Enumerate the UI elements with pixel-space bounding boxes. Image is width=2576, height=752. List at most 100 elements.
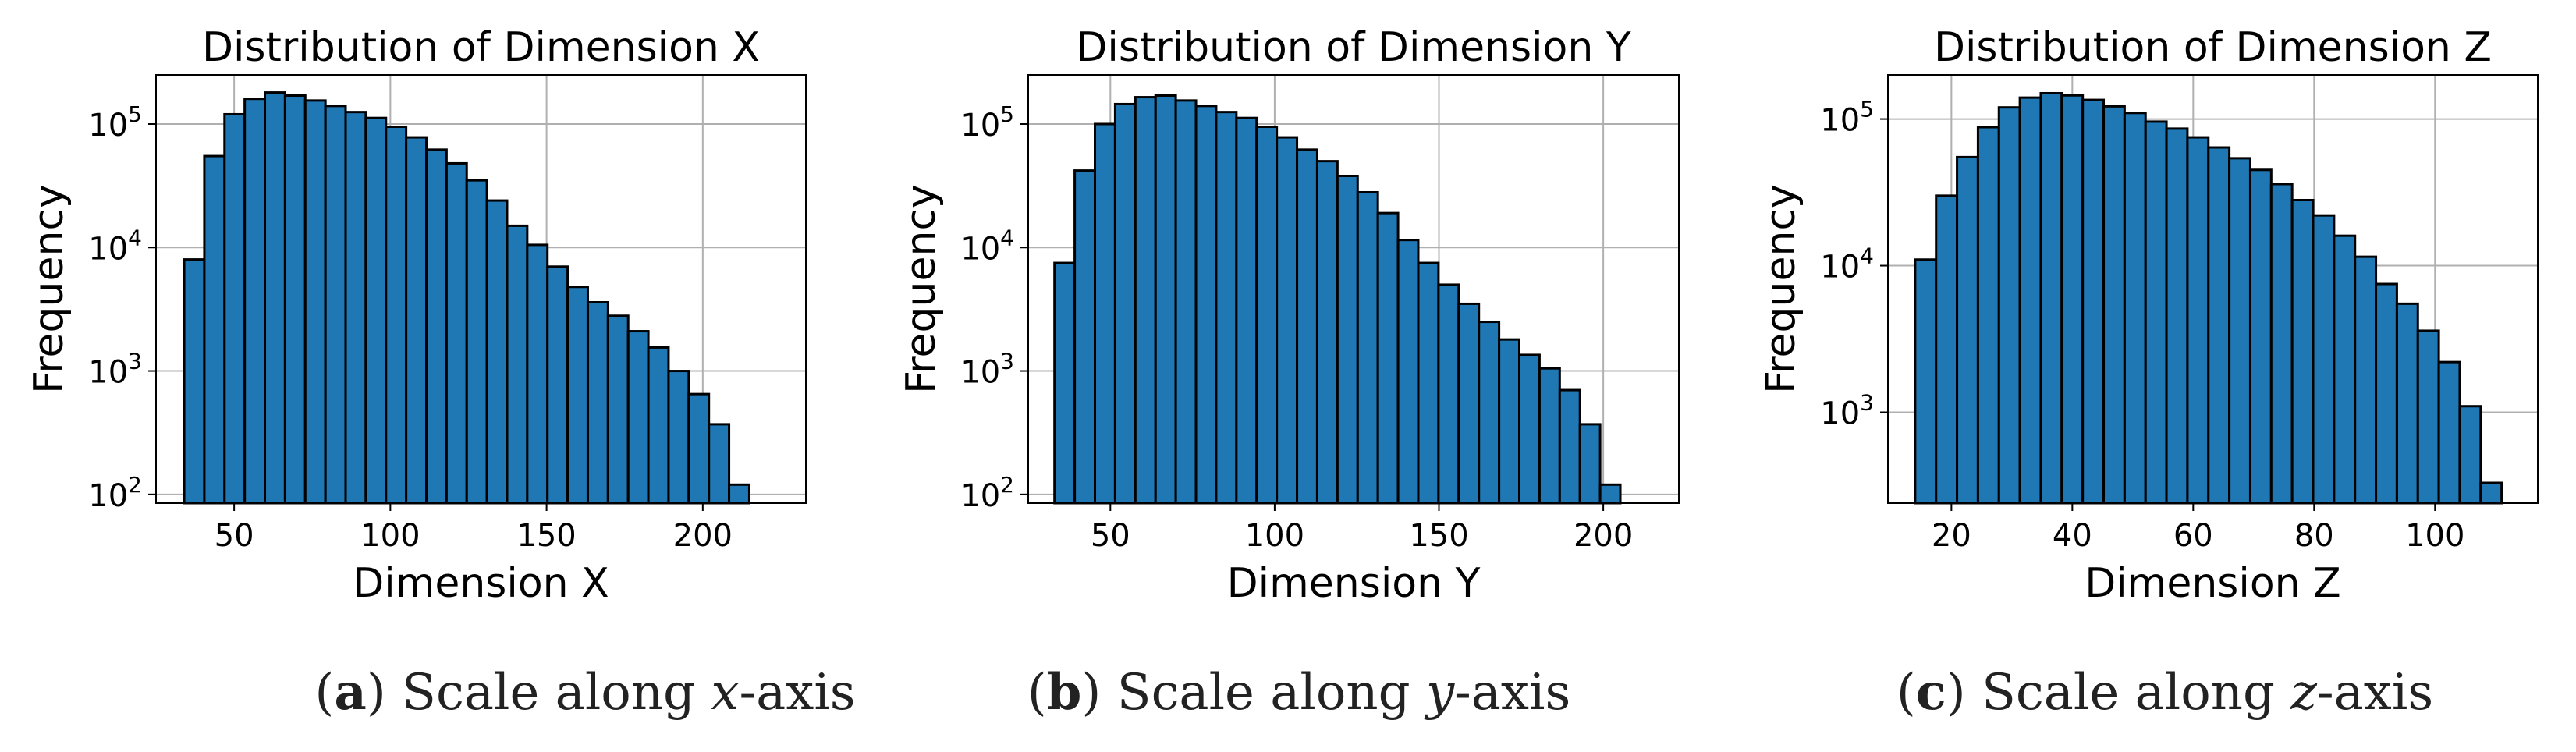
x-tick-label: 50 (1091, 518, 1130, 554)
histogram-bar (1356, 190, 1379, 505)
histogram-bar (1498, 338, 1521, 505)
histogram-bar (1276, 136, 1299, 505)
chart-title: Distribution of Dimension Y (1076, 24, 1630, 71)
caption-b: (b) Scale along y-axis (1027, 663, 1571, 722)
histogram-bar (1094, 122, 1116, 505)
x-tick-label: 100 (1245, 518, 1304, 554)
histogram-bar (1417, 261, 1440, 505)
y-tick-label: 104 (960, 225, 1014, 267)
x-tick-label: 150 (516, 518, 576, 554)
caption-b-text: Scale along (1116, 664, 1426, 722)
histogram-bar (324, 105, 347, 505)
axes-frame (1887, 74, 2539, 504)
histogram-bar (203, 154, 226, 505)
histogram-bar (1935, 194, 1959, 505)
caption-c-suffix: -axis (2317, 664, 2434, 722)
y-tick-label: 105 (88, 101, 142, 144)
histogram-bar (1478, 321, 1501, 505)
histogram-bar (424, 148, 448, 505)
y-tick-label: 102 (88, 472, 142, 514)
histogram-bar (506, 224, 529, 505)
histogram-bar (183, 258, 206, 505)
histogram-bar (283, 94, 307, 505)
histogram-bar (2165, 127, 2189, 505)
histogram-bar (445, 161, 468, 505)
x-axis-label: Dimension X (353, 560, 609, 607)
chart-panel-2: 50 100 150 200 102 103 104 105 Distribution of D… (898, 24, 1680, 607)
histogram-bar (586, 300, 609, 505)
histogram-bar (2416, 329, 2440, 505)
histogram-bar (1457, 302, 1481, 505)
histogram-bar (1113, 102, 1137, 505)
caption-a-var: x (711, 664, 740, 722)
y-tick-label: 103 (88, 349, 142, 391)
histogram-bar (1336, 174, 1359, 505)
histogram-bar (264, 91, 286, 505)
axes-frame (1027, 74, 1680, 504)
histogram-bar (1315, 160, 1339, 505)
y-tick-label: 103 (1820, 390, 1874, 432)
x-tick-label: 20 (1932, 518, 1971, 554)
caption-c-var: z (2290, 664, 2317, 722)
histogram-bar (2248, 168, 2273, 505)
y-axis-label: Frequency (898, 184, 945, 394)
histogram-bar (223, 112, 247, 505)
histogram-bar (2207, 146, 2231, 505)
x-tick-label: 50 (215, 518, 254, 554)
histogram-bar (687, 392, 711, 505)
histogram-bar (303, 99, 327, 505)
histogram-bar (1558, 388, 1581, 505)
histogram-bar (2437, 360, 2461, 505)
histogram-bar (405, 136, 428, 505)
histogram-bar (1235, 116, 1258, 505)
histogram-bar (1396, 239, 1420, 505)
histogram-bar (385, 126, 408, 505)
histogram-bar (647, 346, 670, 505)
caption-c-letter: c (1915, 663, 1946, 722)
x-tick-label: 200 (673, 518, 733, 554)
histogram-bar (364, 116, 388, 505)
y-tick-label: 105 (1820, 97, 1874, 139)
y-tick-label: 103 (960, 349, 1014, 391)
histogram-bar (2312, 214, 2336, 505)
caption-a: (a) Scale along x-axis (314, 663, 856, 722)
histogram-bar (1914, 258, 1938, 505)
histogram-bar (2333, 234, 2357, 505)
histogram-bar (526, 243, 549, 505)
histogram-bar (2269, 183, 2294, 505)
histogram-bar (606, 314, 630, 505)
y-axis-label: Frequency (26, 184, 73, 394)
histogram-bar (1578, 423, 1602, 505)
histogram-bar (728, 483, 750, 505)
histogram-bar (2018, 96, 2042, 505)
histogram-bar (708, 423, 731, 505)
caption-c: (c) Scale along z-axis (1896, 663, 2434, 722)
histogram-bar (2039, 91, 2063, 505)
histogram-bar (2479, 481, 2503, 505)
histogram-bar (344, 111, 367, 505)
histogram-bar (1598, 483, 1622, 505)
histogram-bar (626, 330, 650, 505)
histogram-bar (1976, 126, 2000, 505)
histogram-bar (2102, 105, 2126, 505)
caption-c-text: Scale along (1982, 664, 2291, 722)
histogram-bar (1174, 99, 1198, 505)
y-tick-label: 105 (960, 101, 1014, 144)
chart-title: Distribution of Dimension X (202, 24, 760, 71)
histogram-bar (1518, 353, 1541, 505)
histogram-bar (2186, 136, 2210, 505)
histogram-bar (485, 199, 509, 505)
x-tick-label: 40 (2053, 518, 2092, 554)
x-tick-label: 80 (2294, 518, 2334, 554)
histogram-bar (667, 370, 690, 505)
histogram-bar (1538, 367, 1561, 505)
histogram-bar (465, 179, 488, 505)
chart-panel-1: 50 100 150 200 102 103 104 105 Distribution of D… (26, 24, 807, 607)
histogram-bar (2354, 255, 2378, 505)
histogram-bar (1376, 211, 1400, 505)
histogram-bar (2395, 302, 2419, 505)
y-axis-label: Frequency (1758, 184, 1804, 394)
histogram-bar (1956, 155, 1979, 505)
histogram-bar (2123, 112, 2147, 505)
